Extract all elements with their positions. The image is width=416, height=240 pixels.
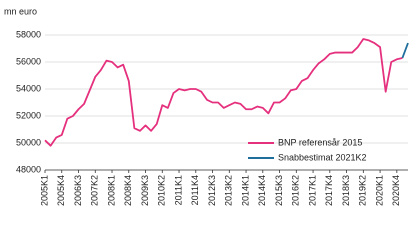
y-tick-label: 54000 — [16, 83, 41, 93]
y-tick-label: 50000 — [16, 137, 41, 147]
x-tick-label: 2020K4 — [391, 175, 401, 206]
x-tick-label: 2009K3 — [140, 175, 150, 206]
y-tick-label: 52000 — [16, 110, 41, 120]
x-tick-label: 2010K2 — [157, 175, 167, 206]
legend-label: Snabbestimat 2021K2 — [278, 152, 367, 162]
x-tick-label: 2005K1 — [39, 175, 49, 206]
series-line — [44, 38, 403, 147]
y-axis-label: mn euro — [4, 6, 37, 16]
x-tick-label: 2017K1 — [307, 175, 317, 206]
x-tick-label: 2016K2 — [291, 175, 301, 206]
legend-label: BNP referensår 2015 — [278, 137, 362, 147]
y-tick-label: 56000 — [16, 56, 41, 66]
x-tick-label: 2020K1 — [374, 175, 384, 206]
x-tick-label: 2014K4 — [257, 175, 267, 206]
x-tick-label: 2008K1 — [106, 175, 116, 206]
x-tick-label: 2011K1 — [173, 175, 183, 205]
chart: mn euro 48000 50000 52000 54000 56000 58000 20… — [4, 6, 409, 206]
x-tick-label: 2014K1 — [240, 175, 250, 206]
x-tick-label: 2007K2 — [90, 175, 100, 206]
x-tick-label: 2011K4 — [190, 175, 200, 205]
y-tick-label: 48000 — [16, 164, 41, 174]
x-tick-label: 2017K4 — [324, 175, 334, 206]
x-tick-label: 2018K3 — [341, 175, 351, 206]
x-tick-label: 2012K3 — [207, 175, 217, 206]
x-tick-label: 2013K2 — [224, 175, 234, 206]
x-tick-label: 2005K4 — [56, 175, 66, 206]
x-tick-label: 2019K2 — [358, 175, 368, 206]
x-tick-label: 2006K3 — [73, 175, 83, 206]
x-tick-label: 2015K3 — [274, 175, 284, 206]
x-tick-label: 2008K4 — [123, 175, 133, 206]
series-line — [401, 42, 409, 59]
y-tick-label: 58000 — [16, 29, 41, 39]
